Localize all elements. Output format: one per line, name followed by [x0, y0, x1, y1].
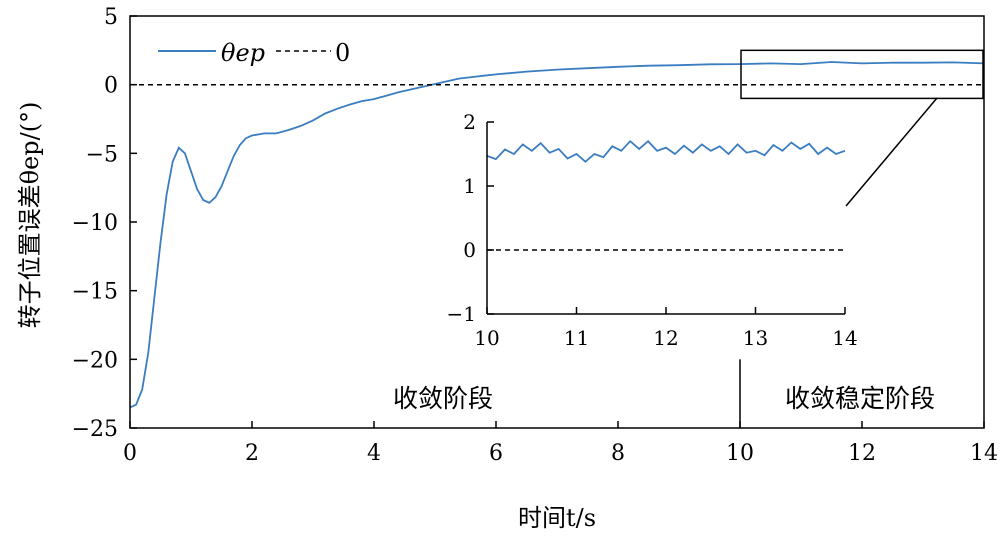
y-tick-label: −20 — [72, 348, 118, 373]
x-tick-label: 4 — [367, 441, 381, 466]
main-y-axis-ticks: 5 0 −5 −10 −15 −20 −25 — [72, 5, 137, 442]
inset-series-layer — [486, 139, 846, 251]
x-tick-label: 12 — [848, 441, 876, 466]
x-tick-label: 8 — [611, 441, 625, 466]
y-axis-title: 转子位置误差θep/(°) — [16, 102, 44, 329]
legend: θep 0 — [158, 39, 350, 67]
x-tick-label: 0 — [123, 441, 137, 466]
inset-y-tick-label: 0 — [463, 238, 476, 262]
zoom-box-layer — [739, 49, 984, 428]
inset-y-tick-label: −1 — [447, 302, 476, 326]
main-series-line-0 — [129, 61, 985, 409]
inset-x-tick-label: 13 — [743, 326, 768, 350]
phase-label-steady: 收敛稳定阶段 — [785, 384, 935, 413]
inset-x-tick-label: 10 — [474, 326, 499, 350]
legend-label-zero: 0 — [335, 39, 350, 67]
inset-y-tick-label: 1 — [463, 174, 476, 198]
inset-plot: 10 11 12 13 14 210−1 — [447, 110, 858, 350]
zoom-connector-line — [845, 97, 938, 207]
y-tick-label: −5 — [86, 142, 118, 167]
y-tick-label: −10 — [72, 211, 118, 236]
y-tick-label: −25 — [72, 417, 118, 442]
x-tick-label: 10 — [726, 441, 754, 466]
inset-y-axis-ticks: 2 1 0 −1 — [447, 110, 494, 326]
x-tick-label: 2 — [245, 441, 259, 466]
inset-x-tick-label: 14 — [832, 326, 857, 350]
y-tick-label: 0 — [104, 74, 118, 99]
x-tick-label: 6 — [489, 441, 503, 466]
x-tick-label: 14 — [970, 441, 998, 466]
inset-x-tick-label: 12 — [653, 326, 678, 350]
y-tick-label: −15 — [72, 280, 118, 305]
x-axis-title: 时间t/s — [518, 504, 596, 532]
inset-x-axis-ticks: 10 11 12 13 14 — [474, 307, 858, 350]
main-plot: 0 2 4 6 8 10 12 14 50−5−10−15−20−25 — [72, 5, 998, 466]
inset-series-line-0 — [486, 139, 846, 163]
y-tick-label: 5 — [104, 5, 118, 30]
phase-label-converging: 收敛阶段 — [393, 384, 493, 413]
legend-label-theta-ep: θep — [221, 39, 265, 67]
zoom-box — [740, 49, 984, 100]
main-x-axis-ticks: 0 2 4 6 8 10 12 14 — [123, 421, 998, 466]
main-series-layer — [129, 61, 985, 409]
inset-plot-background — [487, 122, 845, 314]
inset-x-tick-label: 11 — [564, 326, 589, 350]
inset-y-tick-label: 2 — [463, 110, 476, 134]
